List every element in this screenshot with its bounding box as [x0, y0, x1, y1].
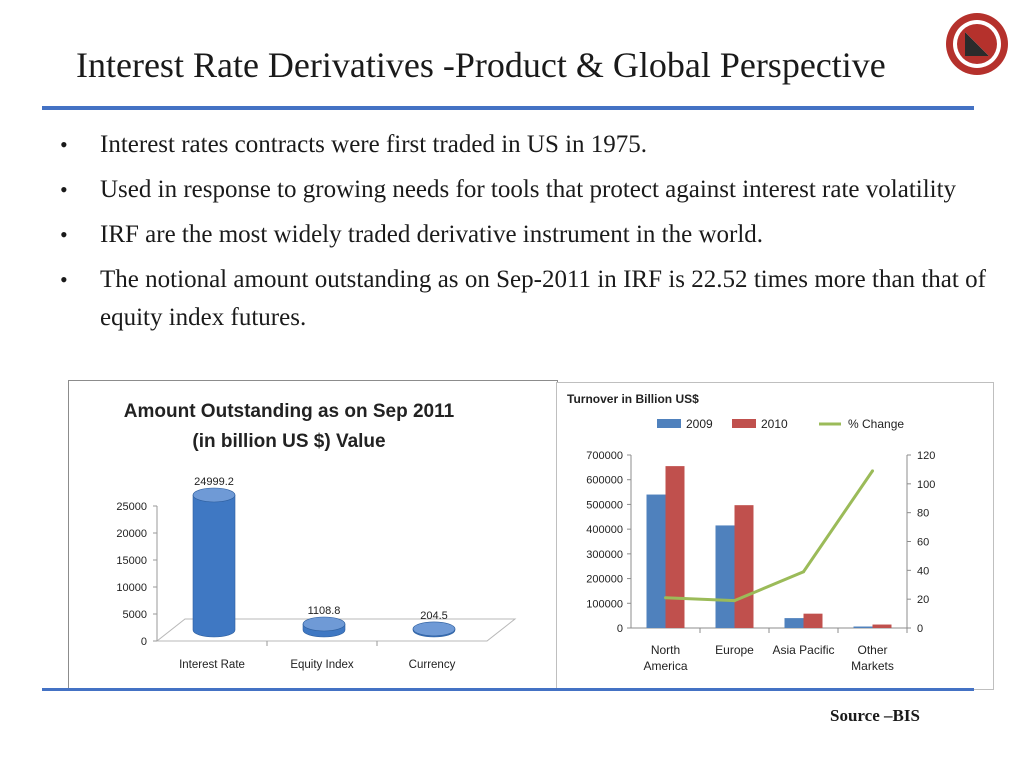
chart-title: Amount Outstanding as on Sep 2011 [124, 401, 455, 422]
bar [715, 525, 735, 628]
bar [784, 618, 804, 628]
slide-title: Interest Rate Derivatives -Product & Glo… [76, 45, 886, 85]
x-tick-label: Equity Index [290, 659, 354, 671]
footer-divider [42, 688, 974, 691]
bar [853, 626, 873, 628]
percent-change-line [665, 470, 874, 603]
source-note: Source –BIS [830, 706, 920, 725]
bullet-item: Used in response to growing needs for to… [58, 171, 986, 209]
bar [646, 494, 666, 628]
bar [734, 505, 754, 628]
x-tick-label: Other [857, 643, 887, 657]
bullet-item: The notional amount outstanding as on Se… [58, 261, 986, 337]
right-tick-label: 20 [917, 594, 929, 606]
bar-cylinder-top [192, 487, 236, 503]
right-tick-label: 100 [917, 479, 935, 491]
x-tick-label: Europe [715, 643, 754, 657]
bullet-item: Interest rates contracts were first trad… [58, 126, 986, 164]
amount-outstanding-chart-panel: Amount Outstanding as on Sep 2011 (in bil… [68, 380, 558, 690]
amount-outstanding-chart: Amount Outstanding as on Sep 2011 (in bil… [116, 401, 517, 671]
turnover-chart-panel: Turnover in Billion US$ 2009 2010 % Change 0… [556, 382, 994, 690]
x-tick-label: North [651, 643, 680, 657]
legend-label: % Change [848, 417, 904, 431]
right-tick-label: 40 [917, 565, 929, 577]
bullet-list: Interest rates contracts were first trad… [58, 126, 986, 344]
y-tick-label: 0 [141, 636, 147, 648]
right-tick-label: 60 [917, 537, 929, 549]
right-tick-label: 80 [917, 508, 929, 520]
x-tick-label: America [643, 659, 687, 673]
x-tick-label: Interest Rate [179, 659, 245, 671]
y-tick-label: 20000 [116, 528, 147, 540]
y-tick-label: 15000 [116, 555, 147, 567]
right-tick-label: 120 [917, 450, 935, 462]
left-tick-label: 500000 [586, 499, 623, 511]
line-point [871, 469, 874, 473]
left-tick-label: 0 [617, 623, 623, 635]
legend-swatch [732, 419, 756, 428]
left-tick-label: 600000 [586, 475, 623, 487]
legend-swatch [657, 419, 681, 428]
chart-title: Turnover in Billion US$ [567, 392, 699, 406]
right-tick-label: 0 [917, 623, 923, 635]
bar-cylinder-top [412, 621, 456, 637]
bar-cylinder-top [302, 616, 346, 632]
x-tick-label: Asia Pacific [772, 643, 834, 657]
x-tick-label: Markets [851, 659, 894, 673]
left-tick-label: 300000 [586, 549, 623, 561]
line-point [733, 599, 736, 603]
legend-label: 2010 [761, 417, 788, 431]
data-label: 1108.8 [308, 605, 341, 617]
left-tick-label: 400000 [586, 524, 623, 536]
title-divider [42, 106, 974, 110]
bar-cylinder [192, 494, 236, 638]
data-label: 204.5 [420, 610, 448, 622]
left-tick-label: 200000 [586, 574, 623, 586]
left-tick-label: 100000 [586, 598, 623, 610]
bar [872, 624, 892, 628]
chart-subtitle: (in billion US $) Value [192, 431, 385, 452]
line-point [802, 570, 805, 574]
x-tick-label: Currency [409, 659, 456, 671]
line-point [664, 596, 667, 600]
data-label: 24999.2 [194, 476, 234, 488]
legend-label: 2009 [686, 417, 713, 431]
y-tick-label: 25000 [116, 501, 147, 513]
y-tick-label: 10000 [116, 582, 147, 594]
left-tick-label: 700000 [586, 450, 623, 462]
turnover-chart: Turnover in Billion US$ 2009 2010 % Change 0… [567, 392, 935, 673]
bullet-item: IRF are the most widely traded derivativ… [58, 216, 986, 254]
bar [803, 613, 823, 628]
y-tick-label: 5000 [123, 609, 147, 621]
seal-logo-icon [946, 13, 1008, 75]
bar [665, 466, 685, 628]
